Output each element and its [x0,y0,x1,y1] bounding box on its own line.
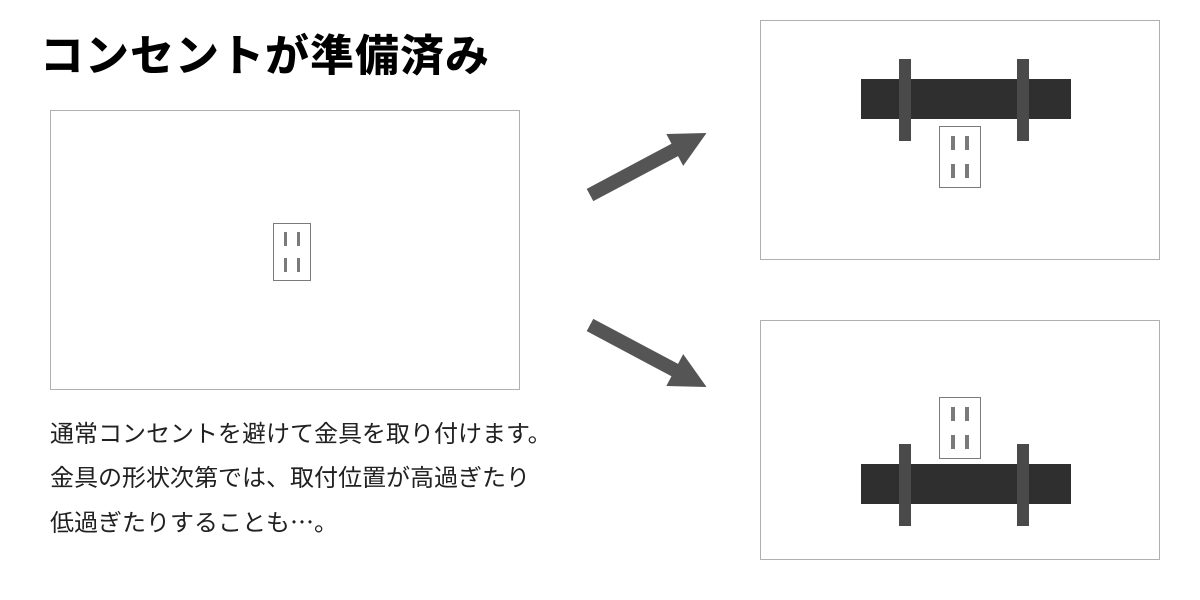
outlet-slot [951,435,955,449]
description-text: 通常コンセントを避けて金具を取り付けます。 金具の形状次第では、取付位置が高過ぎ… [50,410,552,543]
bracket-horizontal-bar [861,79,1071,119]
outlet-slot [965,407,969,421]
bracket-horizontal-bar [861,464,1071,504]
arrow-up-icon [575,110,735,220]
outlet-slot [965,435,969,449]
outlet-slot [965,136,969,150]
panel-result-high [760,20,1160,260]
bracket-vertical-bar [899,444,911,526]
outlet-icon [273,223,311,281]
outlet-slot-pair [940,164,980,178]
outlet-slot [951,136,955,150]
bracket-vertical-bar [899,59,911,141]
outlet-slot-pair [940,136,980,150]
outlet-slot [297,232,300,245]
outlet-icon [939,397,981,459]
panel-before [50,110,520,390]
page-title: コンセントが準備済み [40,20,490,84]
outlet-slot-pair [940,407,980,421]
bracket-vertical-bar [1017,444,1029,526]
outlet-slot-pair [274,232,310,245]
arrow-down-icon [575,300,735,410]
outlet-slot-pair [940,435,980,449]
outlet-icon [939,126,981,188]
outlet-slot [297,258,300,271]
panel-result-low [760,320,1160,560]
bracket-vertical-bar [1017,59,1029,141]
outlet-slot [284,232,287,245]
outlet-slot [284,258,287,271]
outlet-slot [965,164,969,178]
outlet-slot-pair [274,258,310,271]
outlet-slot [951,407,955,421]
outlet-slot [951,164,955,178]
